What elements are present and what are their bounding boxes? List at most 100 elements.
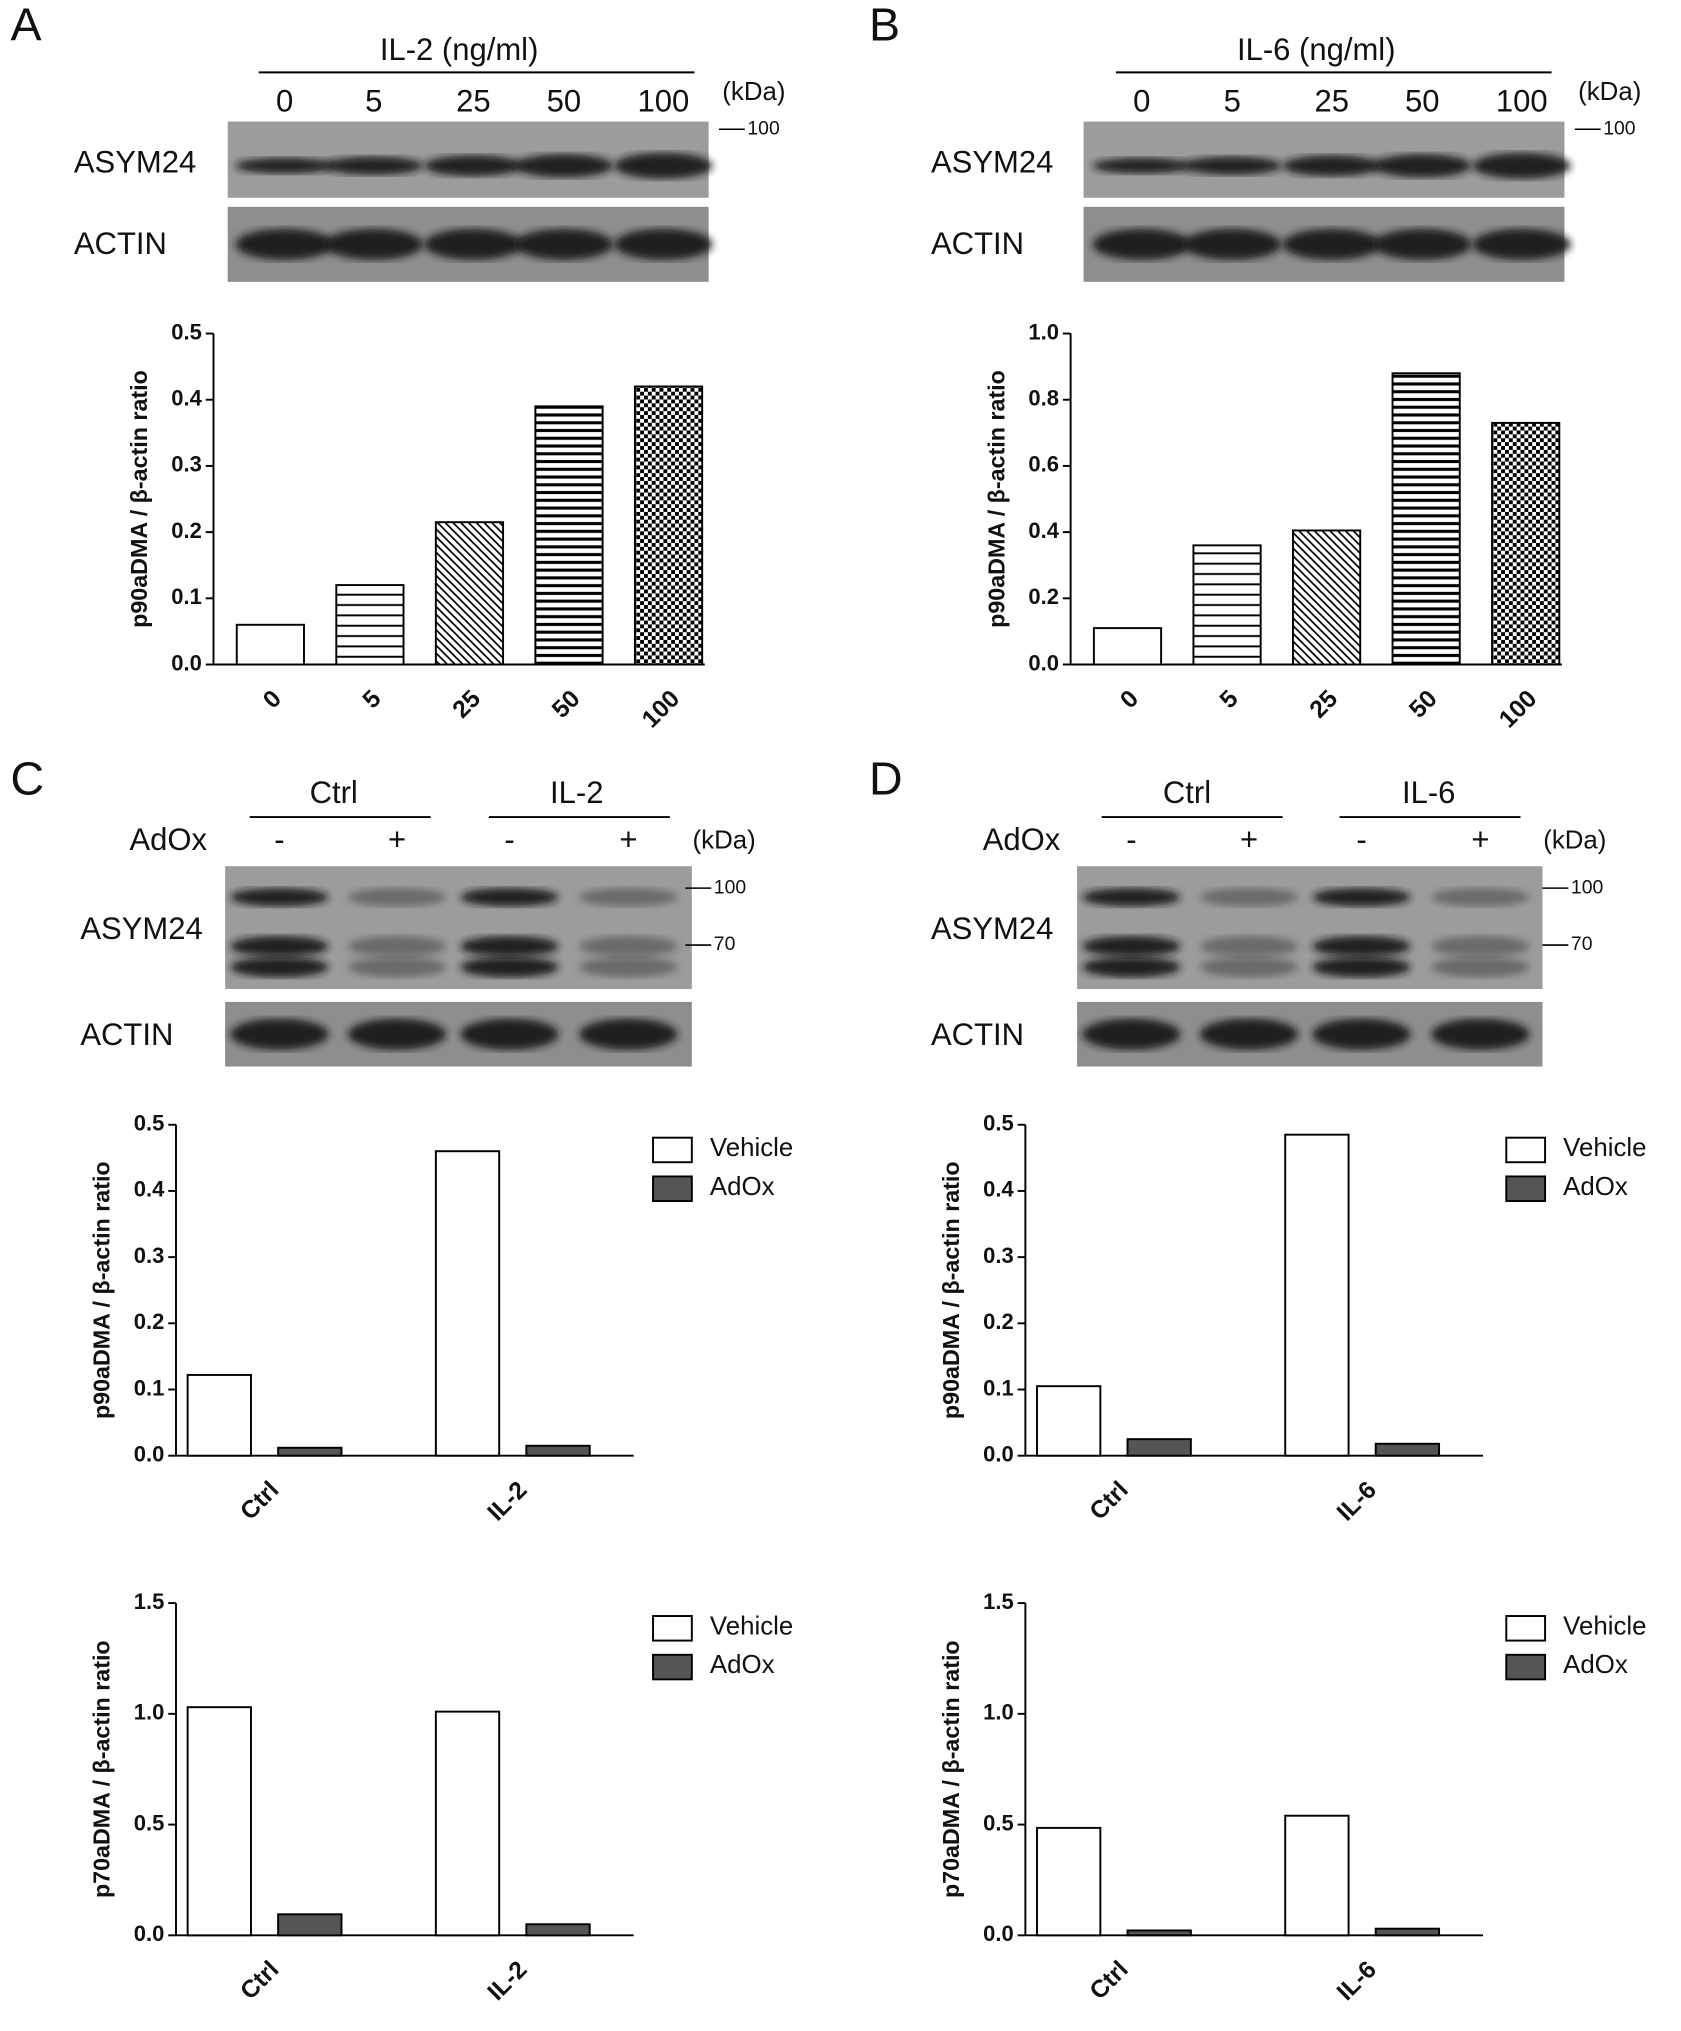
- kda-unit: (kDa): [1578, 78, 1641, 106]
- x-tick-label: 100: [637, 685, 685, 733]
- legend-label: Vehicle: [1563, 1134, 1646, 1162]
- bar: [434, 1710, 501, 1937]
- blot-band: [1092, 158, 1191, 174]
- legend-swatch: [1505, 1615, 1547, 1642]
- blot-band: [1082, 956, 1181, 978]
- bar: [1126, 1929, 1192, 1937]
- bar: [534, 405, 604, 666]
- blot-band: [460, 888, 559, 907]
- legend-label: AdOx: [1563, 1651, 1628, 1679]
- legend-swatch: [652, 1653, 693, 1681]
- treatment-label: IL-6 (ng/ml): [1237, 32, 1396, 67]
- sign-label: +: [1471, 822, 1489, 857]
- blot: [227, 121, 713, 282]
- x-tick-label: 0: [258, 685, 287, 714]
- blot-band: [424, 155, 523, 177]
- marker-label: 100: [1571, 876, 1604, 898]
- y-tick-label: 0.4: [983, 1177, 1014, 1202]
- blot-band: [1373, 154, 1472, 178]
- bar: [1374, 1442, 1441, 1457]
- blot-band: [230, 888, 329, 907]
- blot-band: [1312, 888, 1411, 907]
- blot-band: [1431, 1018, 1530, 1050]
- x-tick-label: Ctrl: [235, 1956, 284, 2005]
- blot-band: [230, 1018, 329, 1050]
- lane-label: 25: [456, 84, 491, 119]
- y-axis-label: p70aDMA / β-actin ratio: [938, 1640, 964, 1898]
- y-tick-label: 0.0: [1028, 650, 1059, 675]
- panel-letter: D: [869, 752, 903, 804]
- y-tick-label: 0.2: [983, 1309, 1014, 1334]
- row-label: ACTIN: [931, 1017, 1024, 1052]
- x-tick-label: IL-2: [483, 1956, 533, 2006]
- y-tick-label: 0.5: [983, 1810, 1014, 1835]
- blot-band: [235, 158, 334, 174]
- legend-swatch: [652, 1615, 693, 1642]
- bar: [1092, 627, 1163, 666]
- lane-label: 5: [1224, 84, 1241, 119]
- blot-band: [1199, 956, 1299, 978]
- group-label: IL-2: [550, 775, 603, 810]
- y-tick-label: 0.5: [983, 1111, 1014, 1136]
- y-tick-label: 0.0: [134, 1441, 165, 1466]
- y-tick-label: 0.5: [134, 1810, 165, 1835]
- group-label: IL-6: [1402, 775, 1455, 810]
- row-label: ASYM24: [80, 911, 202, 946]
- y-tick-label: 0.2: [134, 1309, 165, 1334]
- lane-label: 50: [547, 84, 582, 119]
- blot-band: [460, 1018, 559, 1050]
- blot-band: [424, 228, 523, 260]
- y-tick-label: 0.3: [134, 1243, 165, 1268]
- lane-label: 50: [1405, 84, 1440, 119]
- y-tick-label: 0.2: [1028, 584, 1059, 609]
- x-tick-label: 5: [358, 685, 387, 714]
- row-label: ACTIN: [74, 226, 167, 261]
- row-label: ASYM24: [74, 144, 196, 179]
- lane-label: 0: [276, 84, 293, 119]
- blot-band: [579, 1018, 678, 1050]
- bar: [335, 584, 405, 666]
- blot-band: [460, 935, 559, 957]
- legend-swatch: [1505, 1175, 1547, 1202]
- legend-label: AdOx: [710, 1651, 775, 1679]
- panel-letter: C: [11, 752, 45, 804]
- blot-band: [1199, 888, 1299, 907]
- y-tick-label: 1.5: [983, 1589, 1014, 1614]
- sign-label: -: [1356, 822, 1366, 857]
- y-tick-label: 0.6: [1028, 452, 1059, 477]
- legend-swatch: [1505, 1136, 1547, 1164]
- blot-band: [1082, 1018, 1181, 1050]
- blot-band: [347, 956, 447, 978]
- group-label: Ctrl: [310, 775, 358, 810]
- y-tick-label: 1.0: [134, 1700, 165, 1725]
- marker-label: 100: [747, 117, 780, 139]
- y-axis-label: p90aDMA / β-actin ratio: [89, 1161, 115, 1419]
- kda-unit: (kDa): [1543, 826, 1606, 854]
- blot-band: [514, 154, 613, 178]
- blot-band: [1312, 1018, 1411, 1050]
- row-label: ACTIN: [931, 226, 1024, 261]
- bar: [1391, 372, 1461, 666]
- x-tick-label: Ctrl: [235, 1476, 284, 1525]
- blot: [225, 866, 692, 1067]
- x-tick-label: 5: [1215, 685, 1244, 714]
- blot-band: [1472, 228, 1571, 260]
- y-tick-label: 0.5: [171, 319, 202, 344]
- legend-swatch: [652, 1136, 693, 1164]
- y-tick-label: 0.2: [171, 518, 202, 543]
- bar: [525, 1444, 591, 1457]
- y-tick-label: 0.4: [1028, 518, 1059, 543]
- blot-band: [1092, 228, 1191, 260]
- panel-letter: B: [869, 0, 900, 51]
- bar: [1374, 1927, 1441, 1937]
- bar: [434, 1150, 501, 1457]
- blot: [1077, 866, 1543, 1067]
- y-tick-label: 0.0: [134, 1921, 165, 1946]
- bar: [1036, 1385, 1102, 1457]
- blot-band: [1282, 155, 1381, 177]
- y-axis-label: p90aDMA / β-actin ratio: [126, 370, 152, 628]
- agent-label: AdOx: [983, 822, 1061, 857]
- blot-band: [1082, 888, 1181, 907]
- bar: [1036, 1826, 1102, 1937]
